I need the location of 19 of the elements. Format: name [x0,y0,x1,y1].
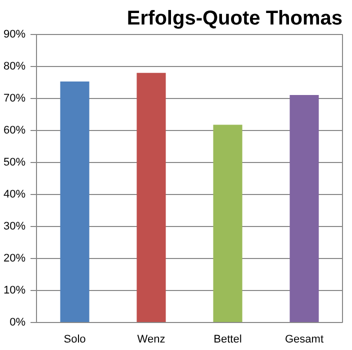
y-tick-label: 90% [3,28,26,40]
y-tick-label: 10% [3,284,26,296]
x-tick-label: Wenz [137,334,166,346]
y-tick-label: 80% [3,60,26,72]
bar [136,72,166,322]
chart-title: Erfolgs-Quote Thomas [126,8,343,30]
x-tick-label: Bettel [214,334,242,346]
y-tick-label: 20% [3,252,26,264]
y-tick-label: 70% [3,92,26,104]
x-tick-label: Solo [64,334,86,346]
y-tick-label: 0% [10,316,26,328]
bar [290,94,319,322]
x-tick-label: Gesamt [284,334,324,346]
bar [60,82,90,322]
y-tick-label: 60% [3,124,26,136]
y-tick-label: 30% [3,220,26,232]
bar [213,124,242,322]
y-tick-label: 40% [3,188,26,200]
y-tick-label: 50% [3,156,26,168]
